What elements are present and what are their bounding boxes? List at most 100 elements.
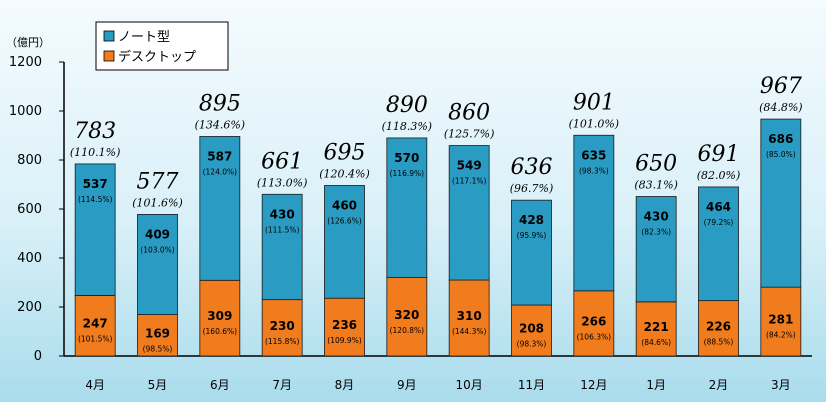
bar-notebook [137, 213, 178, 315]
bar-desktop [573, 290, 615, 357]
notebook-ratio-label: (116.9%) [390, 169, 425, 178]
notebook-ratio-label: (79.2%) [704, 218, 734, 227]
total-ratio-label: (82.0%) [697, 169, 741, 182]
total-value-label: 901 [573, 90, 615, 115]
desktop-ratio-label: (115.8%) [265, 337, 300, 346]
legend-swatch-desktop [103, 50, 115, 62]
bar-desktop [199, 279, 241, 357]
desktop-value-label: 281 [768, 313, 793, 327]
desktop-ratio-label: (84.6%) [641, 338, 671, 347]
bar-notebook [386, 137, 428, 278]
x-category-label: 9月 [397, 378, 417, 392]
notebook-value-label: 570 [394, 151, 419, 165]
notebook-ratio-label: (98.3%) [579, 166, 609, 175]
bar-desktop [511, 304, 552, 357]
desktop-ratio-label: (101.5%) [78, 335, 113, 344]
notebook-value-label: 428 [519, 213, 544, 227]
total-ratio-label: (113.0%) [257, 176, 308, 189]
bar-desktop [635, 301, 677, 357]
desktop-value-label: 309 [207, 309, 232, 323]
bar-notebook [199, 136, 241, 281]
notebook-ratio-label: (85.0%) [766, 150, 796, 159]
total-ratio-label: (96.7%) [510, 182, 554, 195]
desktop-ratio-label: (160.6%) [203, 327, 238, 336]
x-category-label: 1月 [646, 378, 666, 392]
notebook-value-label: 409 [145, 227, 170, 241]
total-ratio-label: (110.1%) [70, 146, 121, 159]
total-ratio-label: (134.6%) [195, 118, 246, 131]
bar-desktop [74, 295, 116, 357]
legend-swatch-notebook [103, 30, 115, 42]
notebook-value-label: 549 [457, 159, 482, 173]
legend-label-desktop: デスクトップ [118, 49, 196, 65]
notebook-value-label: 430 [270, 207, 295, 221]
bar-notebook [635, 196, 677, 303]
desktop-value-label: 320 [394, 308, 419, 322]
notebook-value-label: 460 [332, 198, 357, 212]
total-value-label: 895 [199, 91, 241, 116]
y-tick-label: 600 [17, 202, 42, 217]
x-category-label: 4月 [85, 378, 105, 392]
desktop-value-label: 247 [83, 317, 108, 331]
notebook-value-label: 635 [581, 148, 606, 162]
desktop-ratio-label: (88.5%) [704, 337, 734, 346]
bar-notebook [573, 134, 615, 292]
y-tick-label: 1200 [9, 55, 42, 70]
desktop-value-label: 310 [457, 309, 482, 323]
x-category-label: 2月 [709, 378, 729, 392]
x-category-label: 6月 [210, 378, 230, 392]
desktop-ratio-label: (98.3%) [517, 340, 547, 349]
desktop-value-label: 221 [644, 320, 669, 334]
bar-desktop [760, 286, 802, 357]
bar-notebook [261, 193, 303, 301]
bar-notebook [448, 145, 490, 281]
bar-notebook [511, 199, 552, 306]
notebook-value-label: 430 [644, 210, 669, 224]
total-ratio-label: (118.3%) [382, 120, 433, 133]
desktop-value-label: 208 [519, 322, 544, 336]
notebook-ratio-label: (114.5%) [78, 195, 113, 204]
desktop-value-label: 230 [270, 319, 295, 333]
x-category-label: 3月 [771, 378, 791, 392]
desktop-ratio-label: (106.3%) [577, 332, 612, 341]
bar-notebook [698, 186, 739, 302]
legend-label-notebook: ノート型 [118, 30, 170, 45]
notebook-value-label: 686 [768, 132, 793, 146]
desktop-ratio-label: (84.2%) [766, 331, 796, 340]
total-value-label: 577 [137, 169, 179, 194]
total-value-label: 661 [261, 149, 303, 174]
bar-desktop [261, 299, 303, 357]
total-value-label: 890 [386, 93, 428, 118]
total-ratio-label: (84.8%) [759, 101, 803, 114]
total-value-label: 860 [448, 101, 490, 126]
total-ratio-label: (101.0%) [569, 117, 620, 130]
total-ratio-label: (125.7%) [444, 128, 495, 141]
bar-desktop [386, 277, 428, 357]
desktop-value-label: 169 [145, 326, 170, 340]
legend-box [95, 21, 229, 71]
notebook-ratio-label: (95.9%) [517, 231, 547, 240]
x-category-label: 8月 [335, 378, 355, 392]
bar-notebook [74, 163, 116, 296]
notebook-ratio-label: (82.3%) [641, 228, 671, 237]
notebook-value-label: 537 [83, 177, 108, 191]
desktop-ratio-label: (144.3%) [452, 327, 487, 336]
desktop-ratio-label: (120.8%) [390, 326, 425, 335]
notebook-ratio-label: (117.1%) [452, 177, 487, 186]
x-category-label: 5月 [148, 378, 168, 392]
total-value-label: 650 [635, 152, 677, 177]
y-tick-label: 0 [34, 349, 42, 364]
x-category-label: 12月 [580, 378, 607, 392]
y-tick-label: 1000 [9, 104, 42, 119]
bar-notebook [760, 118, 802, 288]
total-ratio-label: (120.4%) [319, 167, 370, 180]
total-value-label: 783 [74, 119, 116, 144]
bar-desktop [698, 300, 739, 357]
x-category-label: 11月 [518, 378, 545, 392]
total-value-label: 636 [511, 155, 553, 180]
desktop-value-label: 226 [706, 319, 731, 333]
y-tick-label: 200 [17, 300, 42, 315]
desktop-ratio-label: (98.5%) [143, 344, 173, 353]
